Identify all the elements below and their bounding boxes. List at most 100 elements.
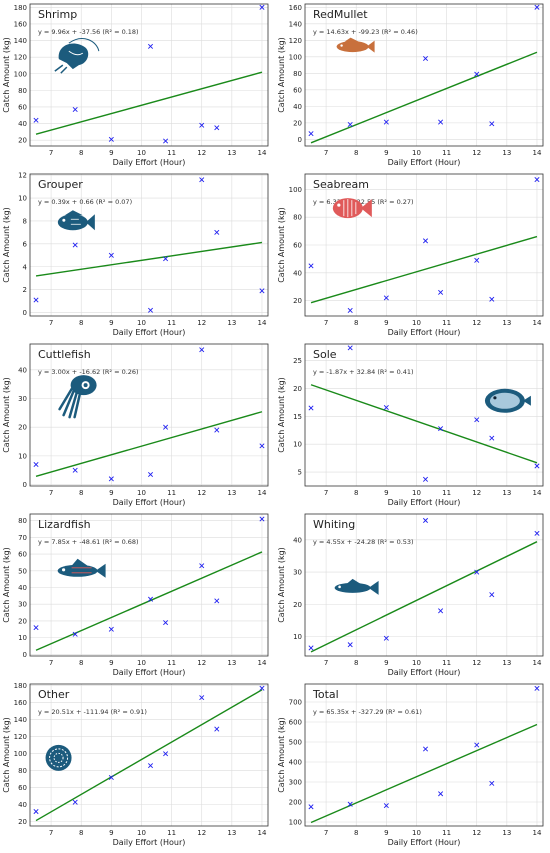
regression-equation: y = 3.00x + -16.62 (R² = 0.26) — [38, 368, 139, 376]
x-tick-label: 14 — [533, 149, 542, 157]
x-tick-label: 14 — [533, 659, 542, 667]
data-point — [259, 288, 265, 294]
data-point — [438, 119, 444, 125]
x-tick-label: 13 — [227, 659, 236, 667]
data-point — [383, 295, 389, 301]
y-tick-label: 30 — [18, 395, 27, 403]
y-tick-label: 20 — [293, 385, 302, 393]
data-point — [489, 435, 495, 441]
chart-grouper-panel: 7 8 9 10 11 12 13 14 0 2 4 6 8 10 12 Daily Effort (Hour… — [2, 172, 269, 337]
x-tick-label: 7 — [49, 489, 53, 497]
data-point — [199, 122, 205, 128]
y-tick-label: 40 — [18, 584, 27, 592]
data-point — [163, 256, 169, 262]
shrimp-icon — [54, 38, 100, 74]
data-point — [489, 780, 495, 786]
x-tick-label: 13 — [227, 149, 236, 157]
data-point — [163, 751, 169, 757]
y-tick-label: 60 — [18, 551, 27, 559]
x-tick-label: 13 — [227, 319, 236, 327]
y-tick-label: 80 — [18, 767, 27, 775]
y-tick-label: 80 — [293, 214, 302, 222]
y-tick-label: 40 — [293, 103, 302, 111]
x-axis-label: Daily Effort (Hour) — [388, 158, 461, 167]
data-point — [422, 55, 429, 62]
y-tick-label: 10 — [18, 452, 27, 460]
chart-total-panel: 7 8 9 10 11 12 13 14 100 200 300 400 500 600 700 Daily … — [277, 683, 544, 847]
y-tick-label: 80 — [293, 70, 302, 78]
x-tick-label: 9 — [384, 829, 388, 837]
x-tick-label: 8 — [354, 319, 358, 327]
chart-title: Lizardfish — [38, 518, 91, 531]
data-point — [72, 242, 78, 248]
data-point — [259, 443, 265, 449]
plot-frame — [29, 173, 269, 317]
y-tick-label: 10 — [18, 195, 27, 203]
data-point — [199, 177, 205, 183]
y-tick-label: 100 — [14, 70, 27, 78]
plot-frame — [304, 683, 544, 827]
data-point — [259, 516, 265, 522]
data-point — [72, 467, 78, 473]
y-tick-label: 8 — [23, 217, 27, 225]
x-tick-label: 12 — [472, 149, 481, 157]
x-tick-label: 14 — [258, 829, 267, 837]
y-tick-label: 200 — [289, 799, 302, 807]
x-tick-label: 7 — [324, 319, 328, 327]
data-point — [534, 530, 540, 536]
regression-equation: y = 9.96x + -37.56 (R² = 0.18) — [38, 28, 139, 36]
plot-frame — [29, 343, 269, 487]
data-point — [438, 608, 444, 614]
x-tick-label: 11 — [442, 829, 451, 837]
data-point — [259, 685, 265, 691]
y-tick-label: 40 — [18, 120, 27, 128]
x-tick-label: 12 — [472, 319, 481, 327]
data-point — [147, 596, 154, 602]
plot-frame — [29, 513, 269, 657]
regression-equation: y = 65.35x + -327.29 (R² = 0.61) — [313, 708, 422, 716]
data-point — [72, 106, 78, 112]
data-point — [383, 635, 389, 641]
x-tick-label: 10 — [412, 319, 421, 327]
y-tick-label: 160 — [289, 4, 302, 12]
y-tick-label: 160 — [14, 20, 27, 28]
y-tick-label: 0 — [23, 481, 27, 489]
data-point — [147, 43, 154, 49]
cuttlefish-icon — [58, 375, 97, 419]
lizardfish-icon — [57, 558, 106, 578]
regression-line — [35, 241, 263, 277]
data-point — [308, 804, 314, 810]
y-tick-label: 40 — [18, 366, 27, 374]
x-tick-label: 9 — [109, 489, 113, 497]
data-point — [438, 426, 444, 432]
x-axis-label: Daily Effort (Hour) — [113, 668, 186, 677]
data-point — [474, 742, 480, 748]
y-tick-label: 10 — [293, 441, 302, 449]
data-point — [33, 117, 39, 123]
data-point — [383, 404, 389, 411]
x-tick-label: 14 — [258, 149, 267, 157]
chart-title: Total — [312, 688, 339, 701]
x-tick-label: 7 — [324, 149, 328, 157]
data-point — [163, 424, 169, 430]
x-tick-label: 11 — [167, 489, 176, 497]
data-point — [534, 177, 540, 183]
regression-line — [310, 235, 538, 304]
data-point — [383, 119, 389, 125]
data-point — [347, 642, 353, 648]
data-point — [422, 476, 429, 482]
y-axis-label: Catch Amount (kg) — [277, 37, 286, 113]
data-point — [72, 799, 78, 805]
whiting-icon — [334, 578, 379, 595]
x-tick-label: 14 — [258, 659, 267, 667]
x-tick-label: 10 — [137, 489, 146, 497]
x-tick-label: 13 — [502, 659, 511, 667]
data-point — [308, 263, 314, 269]
y-tick-label: 100 — [289, 819, 302, 827]
sole-icon — [484, 388, 531, 413]
x-tick-label: 7 — [49, 149, 53, 157]
data-point — [474, 71, 480, 77]
y-axis-label: Catch Amount (kg) — [2, 717, 11, 793]
y-tick-label: 100 — [289, 186, 302, 194]
regression-equation: y = -1.87x + 32.84 (R² = 0.41) — [313, 368, 414, 376]
